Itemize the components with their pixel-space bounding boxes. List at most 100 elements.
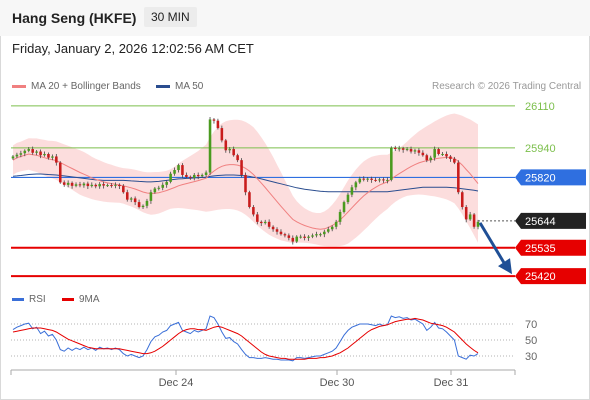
candle	[141, 205, 145, 208]
candle	[47, 153, 50, 158]
candle	[334, 221, 338, 227]
candle	[98, 184, 101, 187]
candle	[267, 221, 271, 227]
legend-ma20: MA 20 + Bollinger Bands	[12, 81, 141, 92]
x-tick-label: Dec 24	[159, 377, 194, 389]
rsi-ma-swatch	[62, 297, 74, 301]
candle	[275, 229, 279, 232]
candle	[342, 202, 346, 212]
candle	[311, 235, 314, 237]
rsi-tick-label: 70	[525, 319, 537, 331]
candle	[62, 182, 66, 185]
candle	[295, 236, 299, 242]
level-label: 25644	[525, 216, 556, 228]
candle	[346, 194, 350, 203]
chart-header: Hang Seng (HKFE) 30 MIN	[0, 0, 590, 36]
rsi-line	[12, 315, 479, 362]
candle	[433, 149, 436, 158]
legend-ma20-label: MA 20 + Bollinger Bands	[31, 81, 141, 92]
candle	[457, 162, 460, 193]
candle	[228, 149, 232, 151]
candle	[70, 182, 74, 186]
x-tick-label: Dec 31	[434, 377, 469, 389]
candle	[370, 178, 373, 180]
rsi-tick-label: 50	[525, 335, 537, 347]
candle	[43, 153, 46, 156]
candle	[326, 229, 330, 232]
candle	[173, 170, 176, 174]
candle	[220, 128, 224, 141]
candle	[185, 174, 188, 177]
candle	[460, 192, 464, 208]
level-label: 25820	[525, 172, 556, 184]
candle	[129, 198, 133, 200]
candle	[287, 235, 291, 238]
candle	[315, 234, 318, 236]
candle	[248, 192, 251, 208]
rsi-swatch	[12, 297, 24, 301]
candle	[283, 234, 287, 236]
candle	[55, 156, 58, 163]
candle	[413, 150, 417, 152]
rsi-tick-label: 30	[525, 351, 537, 363]
candle	[145, 200, 149, 206]
candle	[279, 231, 283, 235]
legend-ma50-label: MA 50	[175, 81, 204, 92]
candle	[236, 155, 239, 161]
candle	[319, 234, 322, 236]
candle	[464, 207, 468, 220]
candle	[90, 184, 94, 187]
timestamp: Friday, January 2, 2026 12:02:56 AM CET	[12, 41, 254, 56]
legend-rsi-ma-label: 9MA	[79, 294, 100, 305]
candle	[149, 192, 153, 201]
candle	[86, 183, 90, 187]
candle	[291, 237, 295, 242]
candle	[244, 174, 247, 193]
candle	[122, 186, 125, 193]
candle	[66, 182, 70, 185]
candle	[204, 172, 208, 175]
candle	[216, 120, 220, 129]
candle	[366, 178, 369, 180]
candle	[19, 153, 23, 155]
ma20-line	[12, 153, 479, 230]
candle	[192, 174, 196, 178]
x-tick-label: Dec 30	[320, 377, 355, 389]
candle	[200, 174, 204, 177]
interval-button[interactable]: 30 MIN	[144, 7, 197, 27]
candle	[476, 221, 480, 227]
candle	[27, 149, 31, 151]
candle	[196, 174, 200, 177]
candle	[362, 178, 366, 180]
level-label: 25940	[525, 143, 556, 155]
candle	[468, 214, 472, 220]
candle	[393, 147, 397, 150]
candle	[165, 181, 168, 185]
candle	[161, 184, 165, 188]
candle	[263, 221, 267, 224]
candle	[114, 184, 117, 186]
candle	[15, 154, 19, 157]
candle	[259, 221, 263, 224]
legend-rsi-ma: 9MA	[62, 294, 100, 305]
instrument-title: Hang Seng (HKFE)	[12, 10, 137, 26]
level-label: 25420	[525, 271, 556, 283]
candle	[189, 176, 192, 178]
candle	[74, 184, 78, 186]
candle	[330, 226, 334, 230]
candle	[378, 179, 381, 181]
candle	[94, 184, 98, 187]
candle	[299, 236, 302, 238]
level-label: 26110	[525, 101, 555, 113]
candle	[256, 214, 259, 222]
candle	[118, 184, 121, 187]
candle	[35, 151, 38, 153]
candle	[232, 149, 235, 156]
candle	[102, 184, 105, 186]
candle	[78, 184, 82, 186]
candle	[386, 179, 389, 181]
ma50-swatch	[156, 84, 170, 88]
candle	[31, 149, 34, 153]
level-tag	[515, 268, 586, 285]
